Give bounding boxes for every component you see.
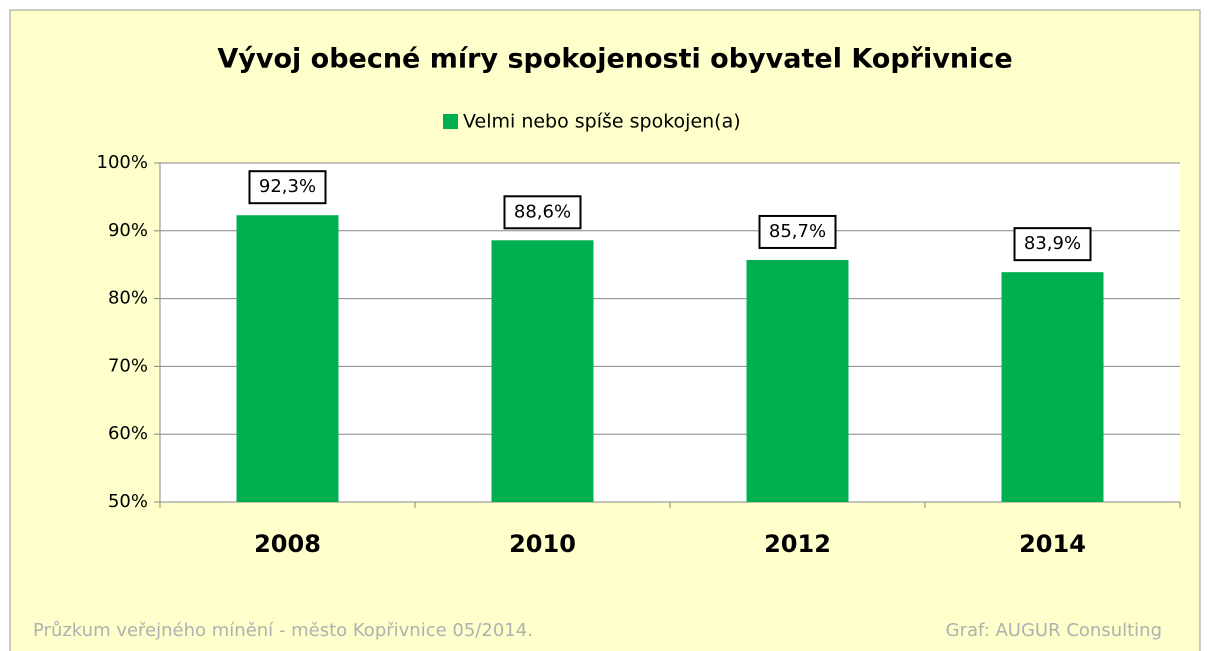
x-tick-label: 2014 xyxy=(1019,530,1086,558)
x-tick-label: 2008 xyxy=(254,530,321,558)
value-label-box xyxy=(1013,227,1092,262)
value-label: 92,3% xyxy=(259,176,316,197)
bar xyxy=(491,240,594,503)
source-note: Průzkum veřejného mínění - město Kopřivn… xyxy=(33,620,533,641)
x-tick-label: 2012 xyxy=(764,530,831,558)
legend-swatch xyxy=(443,114,458,129)
y-tick-label: 90% xyxy=(108,220,148,241)
bar xyxy=(746,259,849,502)
value-label: 88,6% xyxy=(514,201,571,222)
bar xyxy=(1001,272,1104,502)
value-label-box xyxy=(503,195,582,230)
value-label: 85,7% xyxy=(769,221,826,242)
y-tick-label: 100% xyxy=(97,152,148,173)
chart-title: Vývoj obecné míry spokojenosti obyvatel … xyxy=(217,44,1012,75)
y-tick-label: 50% xyxy=(108,491,148,512)
y-tick-label: 70% xyxy=(108,355,148,376)
value-label: 83,9% xyxy=(1024,233,1081,254)
x-tick-label: 2010 xyxy=(509,530,576,558)
value-label-box xyxy=(758,214,837,249)
y-tick-label: 80% xyxy=(108,288,148,309)
value-label-box xyxy=(248,170,327,205)
bar xyxy=(236,215,339,502)
credit-note: Graf: AUGUR Consulting xyxy=(946,620,1162,641)
legend-label: Velmi nebo spíše spokojen(a) xyxy=(463,111,741,133)
y-tick-label: 60% xyxy=(108,423,148,444)
